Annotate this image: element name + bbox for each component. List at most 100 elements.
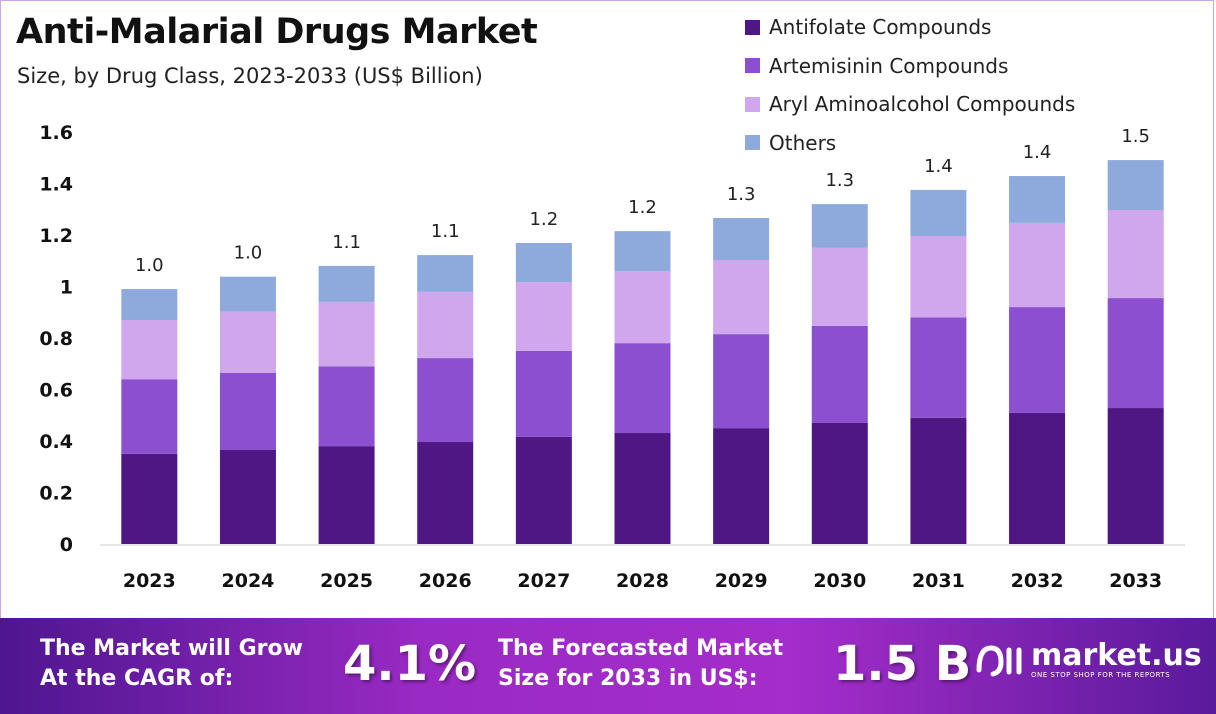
bar-segment-others [417,255,474,292]
bar-segment-aryl-aminoalcohol-compounds [1107,210,1164,299]
bar-segment-aryl-aminoalcohol-compounds [318,301,375,367]
bar-segment-artemisinin-compounds [1107,298,1164,409]
legend-swatch [745,135,760,151]
bar-segment-others [1107,160,1164,211]
y-tick-label: 1.2 [39,225,73,247]
bar-segment-artemisinin-compounds [417,358,474,443]
bar-segment-artemisinin-compounds [219,372,276,451]
legend-label: Artemisinin Compounds [769,53,1009,78]
bar-segment-artemisinin-compounds [318,366,375,447]
total-data-label: 1.3 [727,184,756,205]
x-tick-label: 2025 [320,570,373,592]
y-tick-label: 0.4 [39,431,73,453]
bar-segment-antifolate-compounds [121,453,178,544]
bar-segment-antifolate-compounds [811,422,868,544]
bar-segment-aryl-aminoalcohol-compounds [417,291,474,359]
bar-segment-artemisinin-compounds [121,379,178,454]
legend-item: Antifolate Compounds [745,8,1075,47]
bar-segment-antifolate-compounds [614,433,671,544]
bar-segment-aryl-aminoalcohol-compounds [219,311,276,373]
bar-segment-antifolate-compounds [219,450,276,544]
y-tick-label: 0.8 [39,328,73,350]
total-data-label: 1.5 [1121,126,1150,147]
x-tick-label: 2030 [813,570,866,592]
legend-swatch [745,19,760,35]
total-data-label: 1.3 [825,170,854,191]
bar-segment-others [121,289,178,320]
bar-segment-aryl-aminoalcohol-compounds [121,319,178,380]
y-tick-label: 1.6 [39,122,73,144]
x-tick-label: 2023 [123,570,176,592]
total-data-label: 1.1 [332,232,361,253]
chart-frame [0,0,1214,618]
x-tick-label: 2027 [517,570,570,592]
bar-segment-artemisinin-compounds [614,343,671,434]
forecast-label-line1: The Forecasted Market [498,636,784,661]
legend-swatch [745,96,760,112]
bar-segment-artemisinin-compounds [910,317,967,418]
bar-segment-others [1009,176,1066,223]
total-data-label: 1.1 [431,221,460,242]
y-tick-label: 0 [60,534,73,556]
cagr-value: 4.1% [343,636,477,692]
chart-title: Anti-Malarial Drugs Market [16,12,538,52]
bar-segment-artemisinin-compounds [1009,307,1066,413]
stacked-bar-chart: 0 0.2 0.4 0.6 0.8 1 1.2 1.4 1.6 1.0 2023 1.0 2024 1.1… [39,122,1185,592]
bar-segment-others [318,265,375,302]
total-data-label: 1.4 [924,156,953,177]
x-tick-label: 2024 [222,570,275,592]
legend: Antifolate Compounds Artemisinin Compound… [745,8,1075,162]
legend-item: Others [745,124,1075,163]
y-tick-label: 1 [60,277,73,299]
legend-item: Artemisinin Compounds [745,47,1075,86]
legend-label: Antifolate Compounds [769,15,992,40]
legend-item: Aryl Aminoalcohol Compounds [745,85,1075,124]
legend-label: Aryl Aminoalcohol Compounds [769,92,1076,117]
bar-segment-aryl-aminoalcohol-compounds [811,247,868,326]
bar-segment-artemisinin-compounds [515,350,572,437]
chart-subtitle: Size, by Drug Class, 2023-2033 (US$ Bill… [17,64,483,88]
cagr-label-line1: The Market will Grow [40,636,303,661]
bar-segment-others [515,242,572,283]
y-tick-label: 0.2 [39,483,73,505]
x-tick-label: 2031 [912,570,965,592]
x-tick-label: 2032 [1011,570,1064,592]
legend-label: Others [769,130,837,155]
forecast-label: The Forecasted Market Size for 2033 in U… [498,634,783,694]
bar-segment-others [614,231,671,272]
cagr-label: The Market will Grow At the CAGR of: [40,634,303,694]
x-tick-label: 2028 [616,570,669,592]
bar-segment-others [713,218,770,260]
forecast-label-line2: Size for 2033 in US$: [498,666,758,691]
logo-icon [976,645,1022,677]
legend-swatch [745,58,760,74]
bar-segment-antifolate-compounds [910,417,967,544]
market-us-logo: market.us ONE STOP SHOP FOR THE REPORTS [975,640,1202,680]
bar-segment-antifolate-compounds [1107,408,1164,544]
bar-segment-artemisinin-compounds [713,334,770,429]
x-tick-label: 2033 [1109,570,1162,592]
total-data-label: 1.2 [628,197,657,218]
bar-segment-antifolate-compounds [713,428,770,544]
bar-segment-aryl-aminoalcohol-compounds [515,282,572,351]
bar-segment-antifolate-compounds [417,442,474,544]
forecast-value: 1.5 B [833,636,972,692]
x-tick-label: 2026 [419,570,472,592]
logo-tagline: ONE STOP SHOP FOR THE REPORTS [1031,671,1171,679]
bar-segment-antifolate-compounds [1009,412,1066,544]
bar-segment-aryl-aminoalcohol-compounds [713,259,770,335]
bar-segment-others [811,204,868,248]
y-tick-label: 1.4 [39,174,73,196]
bar-segment-aryl-aminoalcohol-compounds [614,271,671,344]
total-data-label: 1.2 [530,209,559,230]
total-data-label: 1.0 [135,255,164,276]
x-tick-label: 2029 [715,570,768,592]
total-data-label: 1.4 [1023,142,1052,163]
total-data-label: 1.0 [234,243,263,264]
bar-segment-artemisinin-compounds [811,325,868,423]
y-tick-label: 0.6 [39,380,73,402]
bar-segment-antifolate-compounds [318,446,375,544]
bar-segment-others [219,276,276,312]
cagr-label-line2: At the CAGR of: [40,666,234,691]
bar-segment-aryl-aminoalcohol-compounds [1009,222,1066,308]
